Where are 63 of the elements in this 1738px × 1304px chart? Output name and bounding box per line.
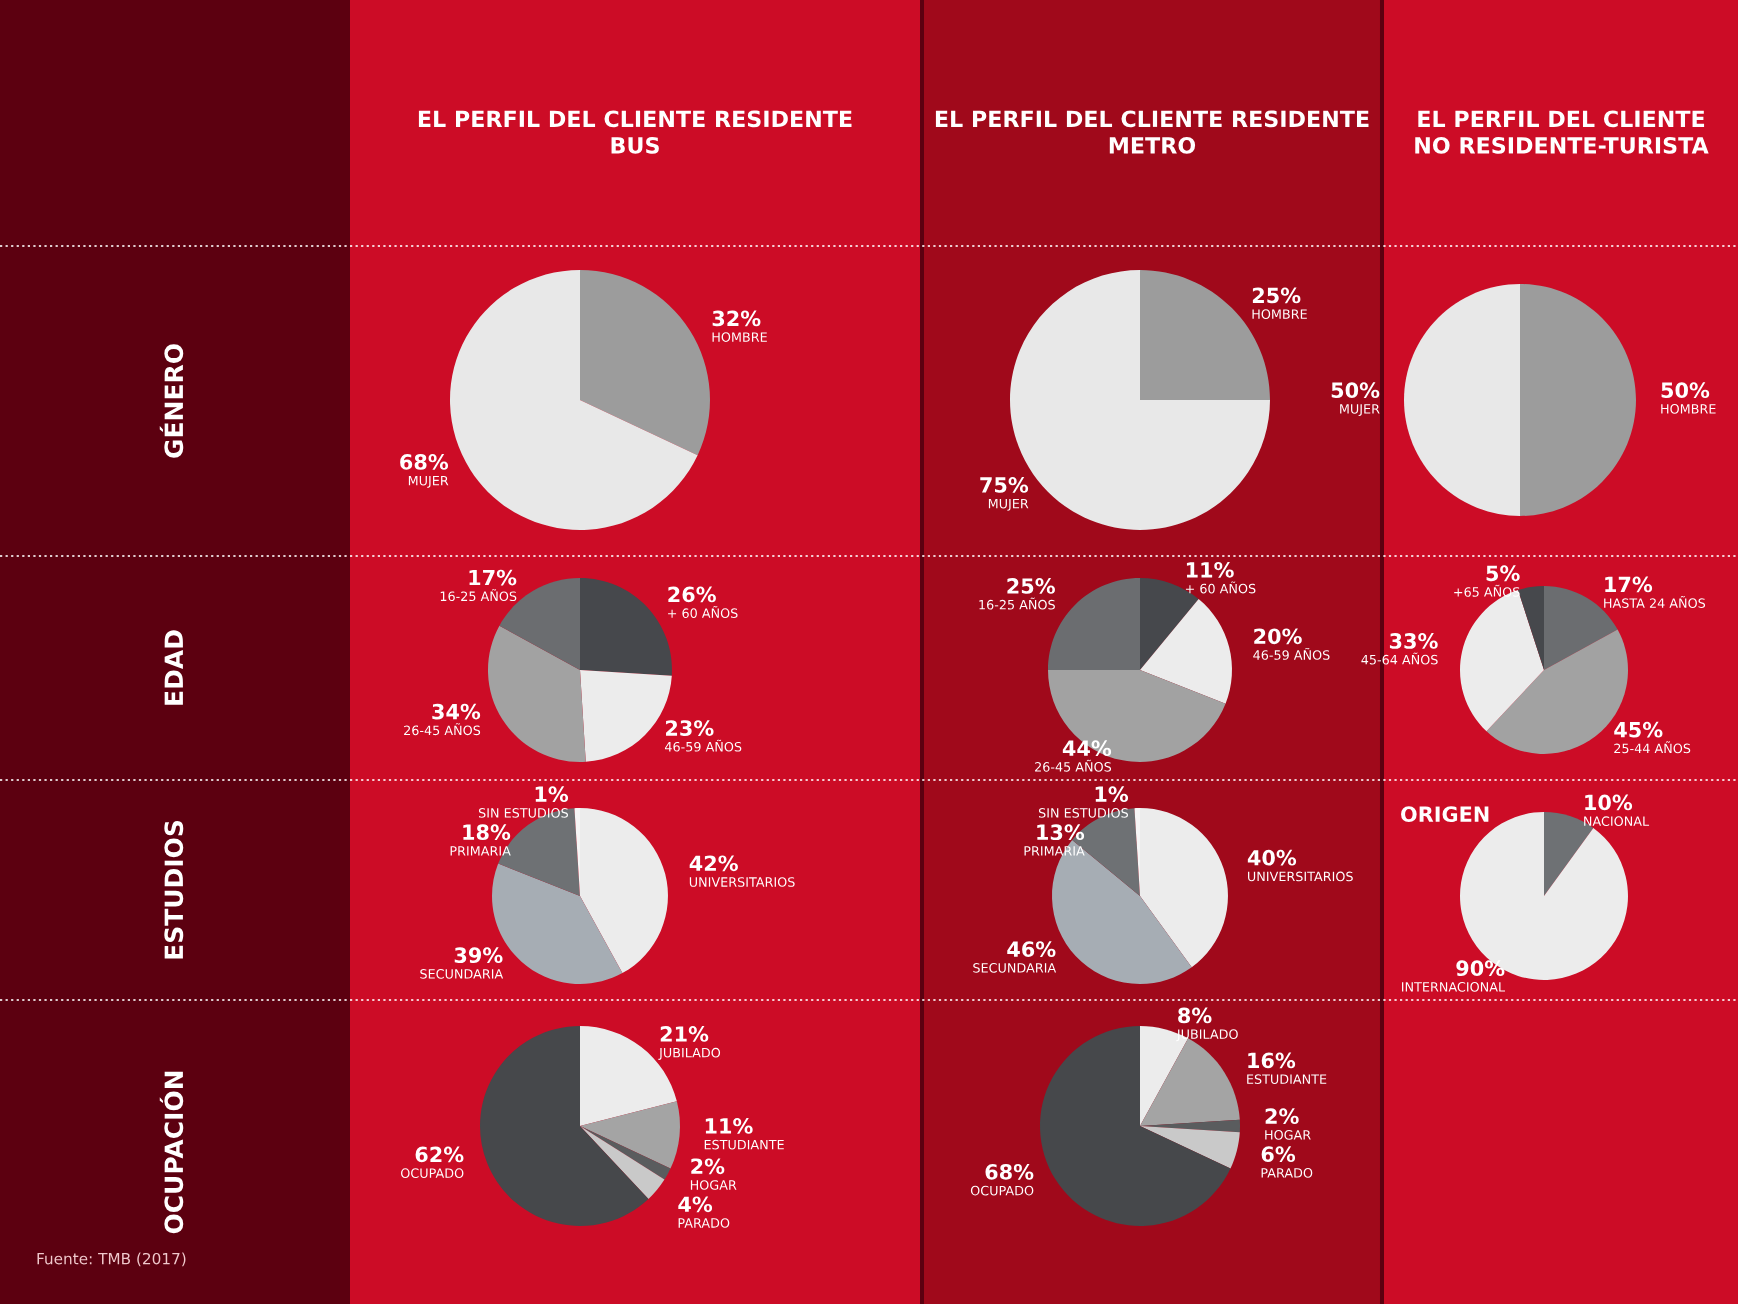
pie-slice [480,1026,649,1226]
pie-slice [1518,586,1544,670]
data-label: 68% [985,1164,1034,1180]
data-label: 18% [463,824,511,841]
pie-slice [1048,670,1226,762]
pie-slice [1520,284,1636,516]
data-label: 17% [1605,576,1653,593]
pie-slice [488,625,586,762]
data-label: 23% [666,720,714,736]
chart-title: EL PERFIL DEL CLIENTE RESIDENTE METRO [935,110,1369,154]
pie-slice [580,578,672,676]
data-label: 10% [1585,794,1633,811]
data-label: 1% [535,786,569,803]
pie-slice [1404,284,1520,516]
data-label: 62% [415,1146,464,1163]
pie-slice [580,1126,671,1180]
text: GÉNERO [159,344,184,458]
chart-title: EL PERFIL DEL CLIENTE NO RESIDENTE-TURISTA [1415,110,1709,154]
data-label: 13% [1037,824,1085,841]
data-label: 68% [400,454,449,470]
data-label: 21% [660,1026,709,1042]
data-label: 11% [1186,561,1234,578]
data-label: 50% [1331,382,1380,399]
data-label: 6% [1261,1146,1296,1163]
data-label: 17% [469,569,517,586]
pie-slice [1140,808,1228,968]
data-label: 26% [668,586,716,603]
data-label: 75% [980,477,1029,493]
data-label: 90% [1456,960,1505,977]
data-label: 8% [1178,1007,1212,1024]
data-label: 2% [691,1158,725,1175]
data-label: 16% [1248,1052,1296,1069]
data-label: 20% [1254,628,1302,645]
data-label: 34% [432,703,481,720]
data-label: 4% [678,1196,713,1213]
data-label: 33% [1389,633,1438,649]
data-label: 25% [1252,287,1301,304]
pie-slice [1140,1126,1240,1169]
chart-title: ORIGEN [1401,806,1489,823]
chart-title: EL PERFIL DEL CLIENTE RESIDENTE BUS [418,110,852,154]
data-label: 32% [712,310,761,327]
text: ESTUDIOS [164,820,184,959]
data-label: 39% [454,947,503,964]
data-label: 11% [705,1118,753,1134]
pie-slice [580,1101,680,1169]
pie-slice [450,270,698,530]
text: EDAD [164,630,183,705]
pie-slice [1140,1038,1240,1126]
pie-slice [580,808,668,974]
data-label: 5% [1486,565,1520,582]
data-label: 46% [1007,941,1056,958]
pie-slice [580,270,710,456]
pie-slice [1140,599,1232,704]
data-label: 40% [1247,849,1297,866]
data-label: 1% [1095,786,1129,803]
data-label: 45% [1614,721,1663,738]
data-label: 42% [689,855,738,872]
text: OCUPACIÓN [159,1071,184,1234]
data-label: 50% [1661,382,1710,399]
pie-slice [1140,578,1199,670]
pie-slice [580,1126,665,1199]
data-label: 2% [1265,1108,1299,1125]
data-label: 25% [1007,578,1055,594]
